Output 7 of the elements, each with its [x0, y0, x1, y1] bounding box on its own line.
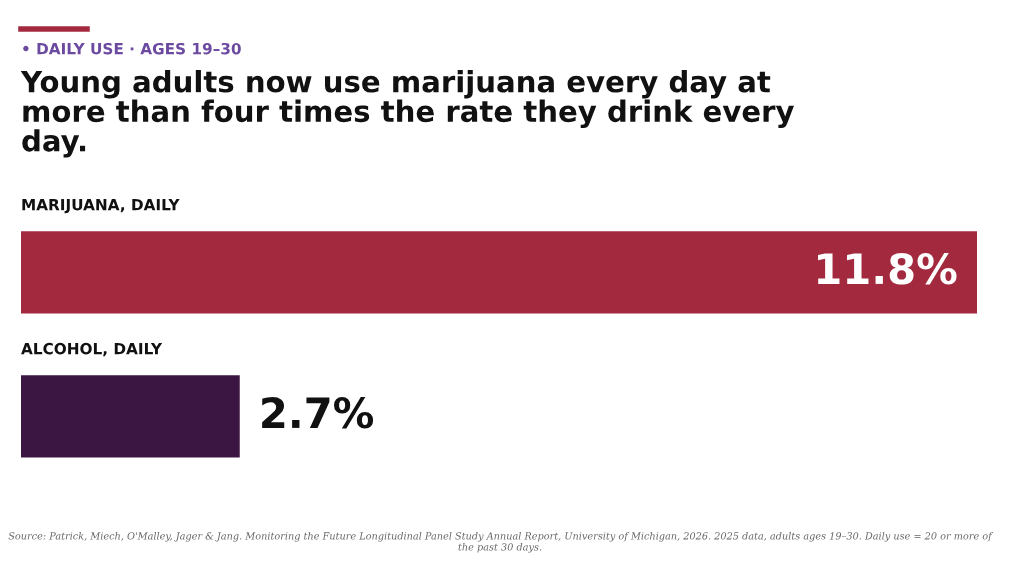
y-tick-label: MARIJUANA, DAILY [22, 199, 180, 214]
source-note: Source: Patrick, Miech, O'Malley, Jager & Jang. Monitoring the Future Longitudinal Panel Study Annual Report, University of Michigan, 2026. 2025 data, adults ages 19–30. Daily use = 20 or more of the past 30 days. [8, 532, 994, 553]
chart-title: Young adults now use marijuana every day at more than four times the rate they drink every day. [20, 70, 794, 158]
data-label: 11.8% [818, 252, 957, 285]
y-tick-label: ALCOHOL, DAILY [21, 342, 163, 357]
chart-subtitle: • DAILY USE · AGES 19–30 [23, 42, 241, 55]
data-label: 2.7% [262, 396, 374, 429]
